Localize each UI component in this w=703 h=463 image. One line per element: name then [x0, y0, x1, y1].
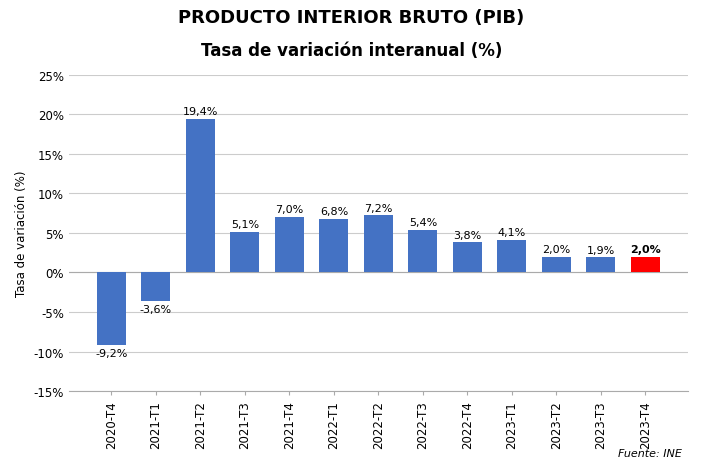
Text: Tasa de variación interanual (%): Tasa de variación interanual (%): [201, 42, 502, 60]
Bar: [231, 232, 259, 273]
Bar: [97, 273, 126, 345]
Text: 4,1%: 4,1%: [498, 228, 526, 238]
Text: 6,8%: 6,8%: [320, 206, 348, 216]
Text: 7,2%: 7,2%: [364, 203, 392, 213]
Bar: [275, 218, 304, 273]
Bar: [408, 230, 437, 273]
Y-axis label: Tasa de variación (%): Tasa de variación (%): [15, 170, 28, 296]
Text: Fuente: INE: Fuente: INE: [618, 448, 682, 458]
Text: 1,9%: 1,9%: [587, 245, 615, 255]
Text: 7,0%: 7,0%: [276, 205, 304, 215]
Text: 5,1%: 5,1%: [231, 220, 259, 230]
Text: 2,0%: 2,0%: [630, 244, 661, 254]
Bar: [453, 243, 482, 273]
Text: 5,4%: 5,4%: [408, 218, 437, 227]
Bar: [364, 216, 393, 273]
Bar: [141, 273, 170, 301]
Text: 19,4%: 19,4%: [183, 107, 218, 117]
Bar: [498, 240, 527, 273]
Text: 3,8%: 3,8%: [453, 230, 482, 240]
Bar: [586, 258, 615, 273]
Text: 2,0%: 2,0%: [542, 244, 571, 254]
Text: -3,6%: -3,6%: [140, 304, 172, 314]
Bar: [186, 120, 215, 273]
Text: PRODUCTO INTERIOR BRUTO (PIB): PRODUCTO INTERIOR BRUTO (PIB): [179, 9, 524, 27]
Bar: [631, 257, 660, 273]
Bar: [319, 219, 349, 273]
Text: -9,2%: -9,2%: [95, 348, 127, 358]
Bar: [542, 257, 571, 273]
